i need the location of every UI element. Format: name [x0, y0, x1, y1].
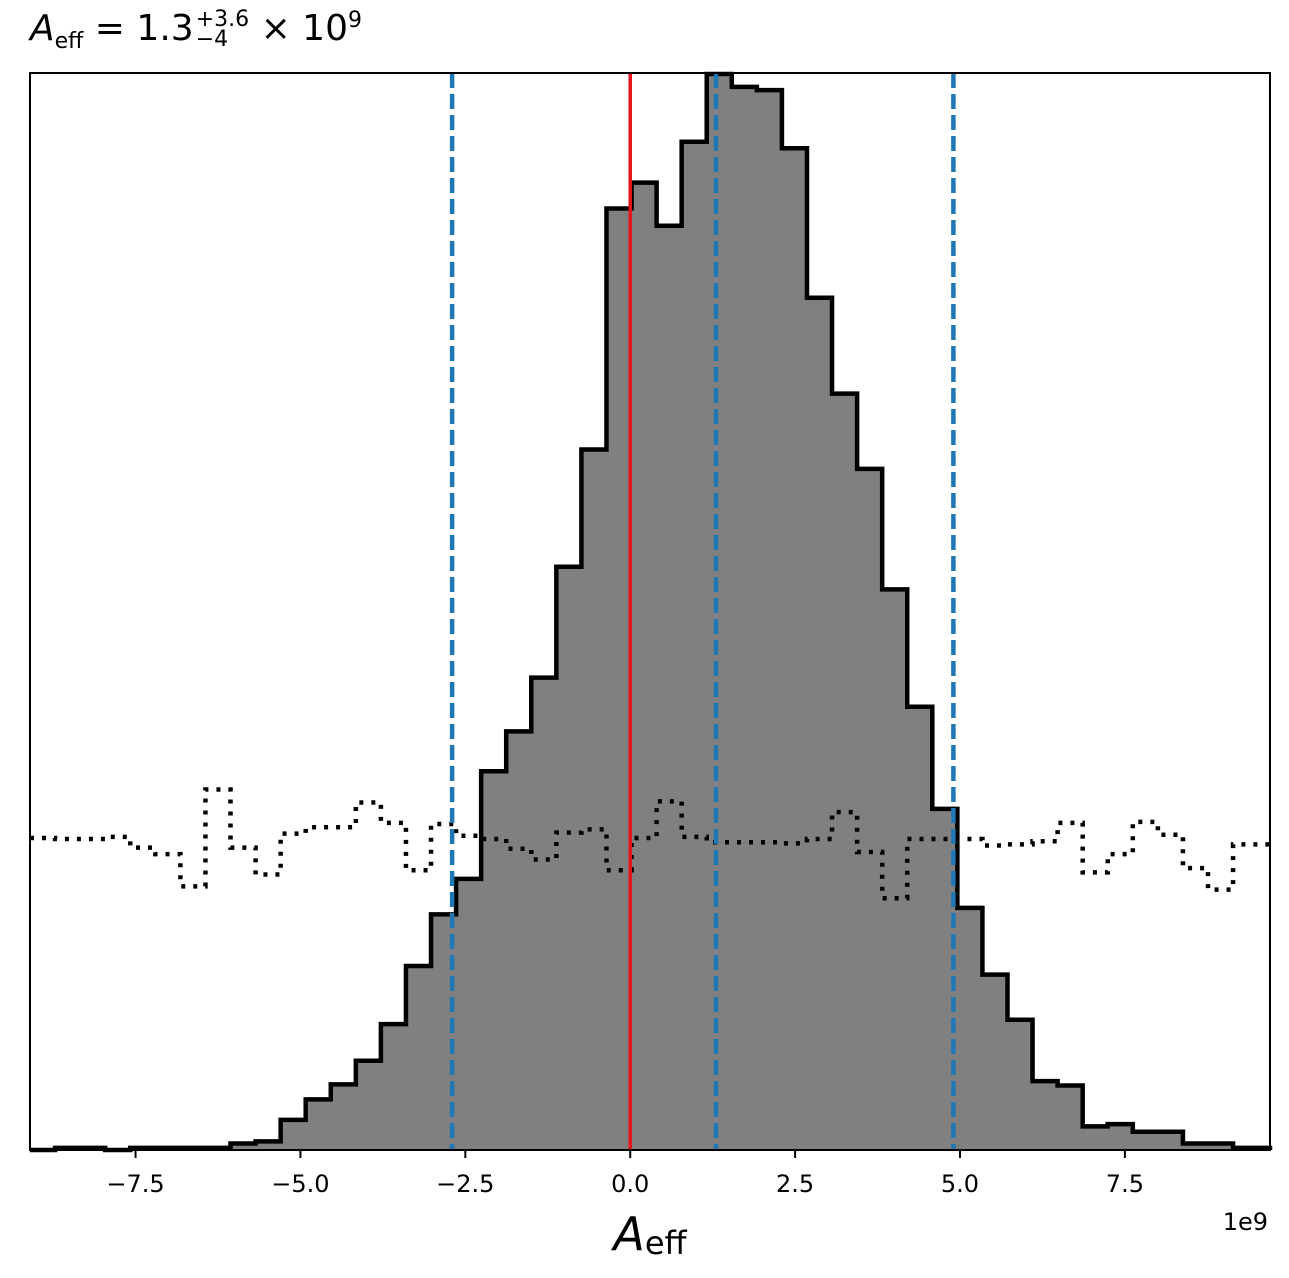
posterior-bar — [1107, 1124, 1134, 1150]
title-equals: = — [94, 8, 125, 49]
posterior-bar — [681, 141, 708, 1151]
posterior-bar — [1057, 1085, 1084, 1150]
posterior-bar — [280, 1119, 307, 1150]
xtick-label: −7.5 — [106, 1170, 164, 1198]
xaxis-offset-label: 1e9 — [1223, 1208, 1268, 1236]
posterior-bar — [631, 182, 658, 1150]
posterior-bar — [806, 297, 833, 1151]
xaxis-label: Aeff — [610, 1207, 687, 1262]
posterior-bar — [255, 1141, 282, 1150]
posterior-bar — [882, 589, 908, 1150]
posterior-bar — [731, 86, 758, 1151]
title-upper: +3.6 — [195, 7, 250, 32]
posterior-bar — [1182, 1143, 1209, 1150]
xtick-label: −2.5 — [436, 1170, 494, 1198]
axes-frame — [29, 72, 1271, 1151]
posterior-bar — [1082, 1126, 1109, 1150]
posterior-bar — [506, 731, 532, 1150]
posterior-bar — [832, 393, 858, 1150]
xtick-label: 2.5 — [776, 1170, 814, 1198]
prior-outline — [30, 787, 1270, 901]
posterior-bar — [531, 677, 557, 1150]
posterior-bar — [1032, 1081, 1059, 1150]
posterior-bar — [1132, 1131, 1159, 1150]
posterior-bar — [380, 1024, 407, 1150]
posterior-bar — [456, 878, 482, 1150]
title-scale: × 10 — [260, 8, 348, 49]
posterior-bar — [330, 1084, 357, 1150]
posterior-bar — [957, 907, 983, 1150]
title-lower: −4 — [195, 27, 229, 52]
posterior-bar — [305, 1099, 332, 1150]
posterior-bar — [481, 771, 507, 1150]
posterior-bar — [781, 148, 808, 1150]
xtick-label: 7.5 — [1106, 1170, 1144, 1198]
posterior-bar — [405, 966, 432, 1150]
posterior-bar — [1007, 1019, 1034, 1150]
posterior-bar — [1157, 1131, 1184, 1150]
title-uncertainty: +3.6 −4 — [195, 7, 250, 52]
title-symbol: A — [30, 8, 55, 49]
title-exponent: 9 — [347, 8, 362, 33]
posterior-bar — [857, 468, 883, 1151]
chart-title: Aeff = 1.3 +3.6 −4 × 109 — [30, 8, 362, 54]
xtick-label: 5.0 — [941, 1170, 979, 1198]
posterior-bar — [556, 566, 582, 1150]
posterior-bar — [1208, 1143, 1234, 1150]
posterior-bar — [355, 1060, 382, 1150]
posterior-bar — [656, 225, 683, 1150]
posterior-bar — [230, 1143, 257, 1150]
posterior-bar — [982, 974, 1008, 1150]
posterior-bar — [606, 208, 633, 1150]
xtick-label: −5.0 — [271, 1170, 329, 1198]
posterior-bar — [581, 449, 607, 1150]
title-subscript: eff — [54, 29, 84, 55]
posterior-bar — [907, 706, 933, 1150]
posterior-outline — [30, 71, 1273, 1153]
posterior-bar — [756, 90, 783, 1150]
posterior-bar — [706, 74, 733, 1150]
xtick-label: 0.0 — [611, 1170, 649, 1198]
title-median: 1.3 — [136, 8, 194, 49]
